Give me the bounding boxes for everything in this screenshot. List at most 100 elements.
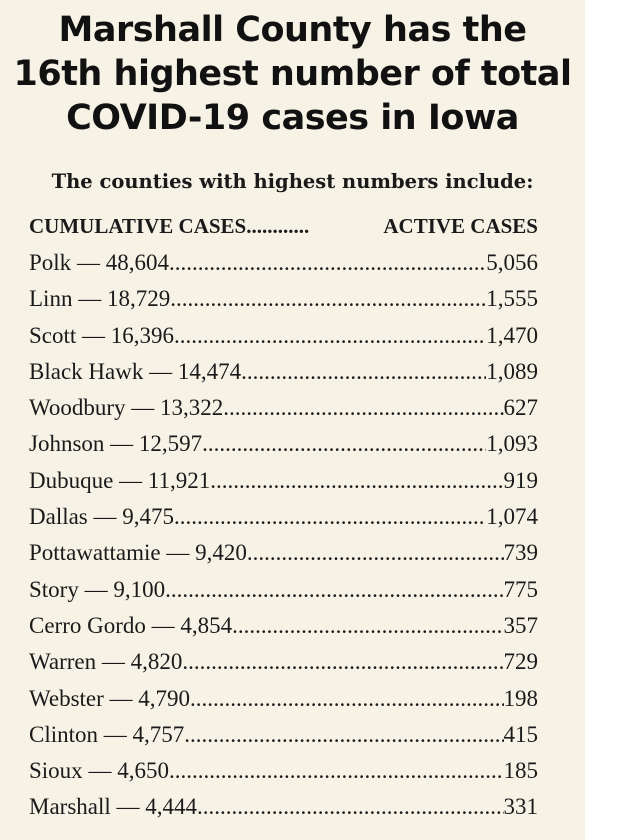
county-name: Cerro Gordo <box>29 612 146 638</box>
active-value: 1,089 <box>486 358 538 384</box>
leader-dots <box>247 540 504 566</box>
leader-dots <box>169 250 486 276</box>
cumulative-value: 4,820 <box>130 649 183 675</box>
county-cumulative: Dallas — 9,475 <box>29 504 175 530</box>
county-cumulative: Sioux — 4,650 <box>29 758 169 784</box>
active-value: 1,093 <box>486 431 538 457</box>
county-row: Johnson — 12,597 1,093 <box>29 431 538 467</box>
leader-dots <box>184 722 503 748</box>
headline: Marshall County has the 16th highest num… <box>0 8 585 140</box>
infographic-panel: Marshall County has the 16th highest num… <box>0 0 585 840</box>
county-cumulative: Scott — 16,396 <box>29 322 175 348</box>
active-value: 357 <box>503 612 539 638</box>
active-value: 919 <box>503 467 539 493</box>
leader-dots <box>246 214 310 239</box>
cumulative-value: 4,650 <box>117 758 169 784</box>
county-row: Dallas — 9,475 1,074 <box>29 504 538 540</box>
active-cases-header: ACTIVE CASES <box>383 214 538 238</box>
county-cumulative: Polk — 48,604 <box>29 250 169 275</box>
cumulative-value: 18,729 <box>106 286 171 312</box>
county-cumulative: Dubuque — 11,921 <box>29 467 211 493</box>
leader-dots <box>223 395 503 421</box>
active-value: 739 <box>503 540 539 566</box>
leader-dots <box>241 359 486 385</box>
county-name: Scott <box>29 322 77 348</box>
leader-dots <box>170 286 486 312</box>
leader-dots <box>182 649 503 675</box>
county-rows: Polk — 48,604 5,056 Linn — 18,729 1,555 Scot… <box>29 250 538 831</box>
leader-dots <box>190 686 503 712</box>
county-cumulative: Marshall — 4,444 <box>29 794 198 820</box>
county-name: Clinton <box>29 721 99 747</box>
county-row: Dubuque — 11,921 919 <box>29 468 538 504</box>
cumulative-value: 16,396 <box>110 322 175 348</box>
active-value: 5,056 <box>486 250 538 275</box>
county-row: Black Hawk — 14,474 1,089 <box>29 359 538 395</box>
cumulative-value: 4,444 <box>145 794 198 820</box>
county-row: Cerro Gordo — 4,854 357 <box>29 613 538 649</box>
county-cumulative: Story — 9,100 <box>29 576 166 602</box>
headline-line-2: 16th highest number of total <box>13 54 572 94</box>
leader-dots <box>169 758 504 784</box>
county-row: Linn — 18,729 1,555 <box>29 286 538 322</box>
active-value: 185 <box>503 758 539 784</box>
county-row: Polk — 48,604 5,056 <box>29 250 538 286</box>
county-row: Sioux — 4,650 185 <box>29 758 538 794</box>
county-name: Black Hawk <box>29 358 144 384</box>
county-cumulative: Johnson — 12,597 <box>29 431 203 457</box>
county-cumulative: Pottawattamie — 9,420 <box>29 540 247 566</box>
active-value: 627 <box>503 395 539 421</box>
county-name: Webster <box>29 685 104 711</box>
cumulative-value: 9,100 <box>113 576 166 602</box>
county-name: Sioux <box>29 758 83 784</box>
county-name: Warren <box>29 649 97 675</box>
county-name: Pottawattamie <box>29 540 161 566</box>
county-cumulative: Webster — 4,790 <box>29 685 191 711</box>
county-cumulative: Cerro Gordo — 4,854 <box>29 612 233 638</box>
leader-dots <box>197 794 503 820</box>
cumulative-cases-header: CUMULATIVE CASES <box>29 214 247 238</box>
county-row: Pottawattamie — 9,420 739 <box>29 540 538 576</box>
active-value: 1,074 <box>486 504 538 530</box>
county-case-list: CUMULATIVE CASES ACTIVE CASES Polk — 48,… <box>29 214 538 831</box>
county-row: Woodbury — 13,322 627 <box>29 395 538 431</box>
leader-dots <box>202 431 486 457</box>
county-name: Dubuque <box>29 467 114 493</box>
county-name: Polk <box>29 250 72 275</box>
leader-dots <box>165 577 503 603</box>
county-row: Scott — 16,396 1,470 <box>29 323 538 359</box>
cumulative-value: 11,921 <box>147 467 211 493</box>
active-value: 198 <box>503 685 539 711</box>
active-value: 729 <box>503 649 539 675</box>
active-value: 415 <box>503 721 539 747</box>
county-name: Dallas <box>29 504 88 530</box>
leader-dots <box>174 504 486 530</box>
cumulative-value: 4,854 <box>180 612 233 638</box>
cumulative-value: 14,474 <box>177 358 242 384</box>
county-cumulative: Warren — 4,820 <box>29 649 183 675</box>
county-row: Story — 9,100 775 <box>29 577 538 613</box>
county-row: Clinton — 4,757 415 <box>29 722 538 758</box>
active-value: 1,555 <box>486 286 538 312</box>
county-row: Marshall — 4,444 331 <box>29 794 538 830</box>
county-cumulative: Woodbury — 13,322 <box>29 395 224 421</box>
county-cumulative: Black Hawk — 14,474 <box>29 358 242 384</box>
county-row: Warren — 4,820 729 <box>29 649 538 685</box>
column-header-row: CUMULATIVE CASES ACTIVE CASES <box>29 214 538 250</box>
cumulative-value: 13,322 <box>160 395 224 421</box>
leader-dots <box>210 468 503 494</box>
headline-line-1: Marshall County has the <box>58 10 528 50</box>
county-name: Linn <box>29 286 73 312</box>
county-cumulative: Clinton — 4,757 <box>29 721 185 747</box>
county-name: Story <box>29 576 79 602</box>
cumulative-value: 48,604 <box>105 250 169 275</box>
active-value: 331 <box>503 794 539 820</box>
cumulative-value: 9,475 <box>122 504 175 530</box>
leader-dots <box>232 613 503 639</box>
leader-dots <box>174 323 486 349</box>
cumulative-value: 9,420 <box>195 540 247 566</box>
cumulative-value: 12,597 <box>138 431 203 457</box>
county-row: Webster — 4,790 198 <box>29 686 538 722</box>
county-name: Woodbury <box>29 395 126 421</box>
active-value: 1,470 <box>486 322 538 348</box>
